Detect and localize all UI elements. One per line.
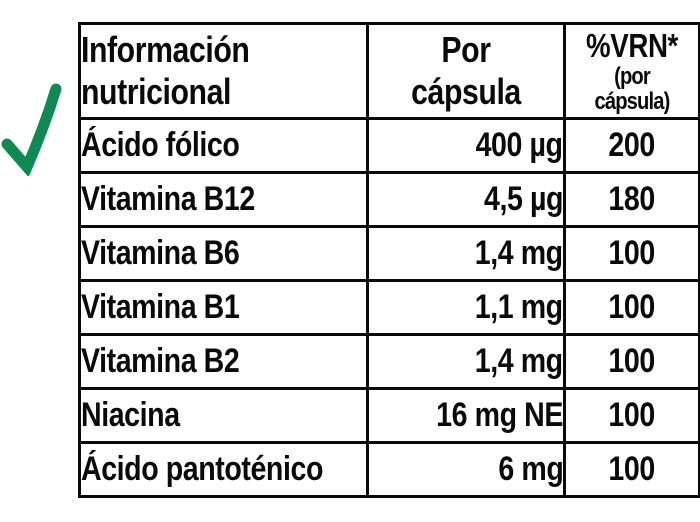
table-row-vitamina-b2: Vitamina B2 1,4 mg 100 xyxy=(78,333,700,390)
table-header-row: Información nutricional Por cápsula %VRN… xyxy=(78,22,700,120)
nutrient-name-cell: Vitamina B1 xyxy=(78,279,369,336)
vrn-value: 100 xyxy=(608,234,656,272)
header-por-capsula-label: Por cápsula xyxy=(411,29,521,112)
header-informacion-nutricional: Información nutricional xyxy=(78,22,369,120)
vrn-cell: 100 xyxy=(563,279,700,336)
checkmark-stroke xyxy=(1,83,62,176)
per-capsule-cell: 6 mg xyxy=(366,441,566,498)
vrn-cell: 180 xyxy=(563,171,700,228)
table-row-acido-folico: Ácido fólico 400 µg 200 xyxy=(78,117,700,174)
vrn-value: 180 xyxy=(608,180,656,218)
checkmark-icon xyxy=(1,83,62,176)
nutrient-name-cell: Ácido fólico xyxy=(78,117,369,174)
nutrient-name: Vitamina B2 xyxy=(81,342,240,380)
header-vrn-line2: (por cápsula) xyxy=(594,62,670,115)
vrn-value: 100 xyxy=(608,396,656,434)
nutrient-name-cell: Niacina xyxy=(78,387,369,444)
table-row-vitamina-b1: Vitamina B1 1,1 mg 100 xyxy=(78,279,700,336)
nutrient-name: Ácido pantoténico xyxy=(81,450,323,488)
vrn-value: 200 xyxy=(608,126,656,164)
nutrient-name-cell: Vitamina B12 xyxy=(78,171,369,228)
header-por-capsula: Por cápsula xyxy=(366,22,566,120)
per-capsule-value: 1,1 mg xyxy=(475,288,563,326)
header-informacion-label: Información nutricional xyxy=(81,29,250,112)
vrn-cell: 100 xyxy=(563,225,700,282)
header-vrn-line1: %VRN* xyxy=(586,27,678,64)
per-capsule-value: 400 µg xyxy=(476,126,563,164)
nutrient-name-cell: Vitamina B6 xyxy=(78,225,369,282)
nutrient-name: Niacina xyxy=(81,396,180,434)
vrn-cell: 100 xyxy=(563,387,700,444)
nutrient-name-cell: Vitamina B2 xyxy=(78,333,369,390)
per-capsule-value: 1,4 mg xyxy=(475,342,563,380)
nutrient-name: Vitamina B1 xyxy=(81,288,240,326)
table-row-vitamina-b12: Vitamina B12 4,5 µg 180 xyxy=(78,171,700,228)
vrn-cell: 200 xyxy=(563,117,700,174)
table-row-niacina: Niacina 16 mg NE 100 xyxy=(78,387,700,444)
nutrient-name: Vitamina B12 xyxy=(81,180,255,218)
per-capsule-cell: 4,5 µg xyxy=(366,171,566,228)
vrn-cell: 100 xyxy=(563,333,700,390)
nutrient-name-cell: Ácido pantoténico xyxy=(78,441,369,498)
per-capsule-value: 4,5 µg xyxy=(483,180,563,218)
vrn-value: 100 xyxy=(608,450,656,488)
per-capsule-cell: 16 mg NE xyxy=(366,387,566,444)
table-body: Ácido fólico 400 µg 200 Vitamina B12 4,5… xyxy=(78,117,700,498)
per-capsule-cell: 1,4 mg xyxy=(366,333,566,390)
per-capsule-cell: 1,4 mg xyxy=(366,225,566,282)
per-capsule-value: 1,4 mg xyxy=(475,234,563,272)
nutrition-table: Información nutricional Por cápsula %VRN… xyxy=(78,22,700,498)
nutrient-name: Vitamina B6 xyxy=(81,234,240,272)
per-capsule-value: 6 mg xyxy=(498,450,563,488)
nutrient-name: Ácido fólico xyxy=(81,126,240,164)
table-row-vitamina-b6: Vitamina B6 1,4 mg 100 xyxy=(78,225,700,282)
per-capsule-value: 16 mg NE xyxy=(436,396,563,434)
per-capsule-cell: 1,1 mg xyxy=(366,279,566,336)
header-vrn: %VRN* (por cápsula) xyxy=(563,22,700,120)
per-capsule-cell: 400 µg xyxy=(366,117,566,174)
table-row-acido-pantotenico: Ácido pantoténico 6 mg 100 xyxy=(78,441,700,498)
vrn-cell: 100 xyxy=(563,441,700,498)
vrn-value: 100 xyxy=(608,288,656,326)
vrn-value: 100 xyxy=(608,342,656,380)
